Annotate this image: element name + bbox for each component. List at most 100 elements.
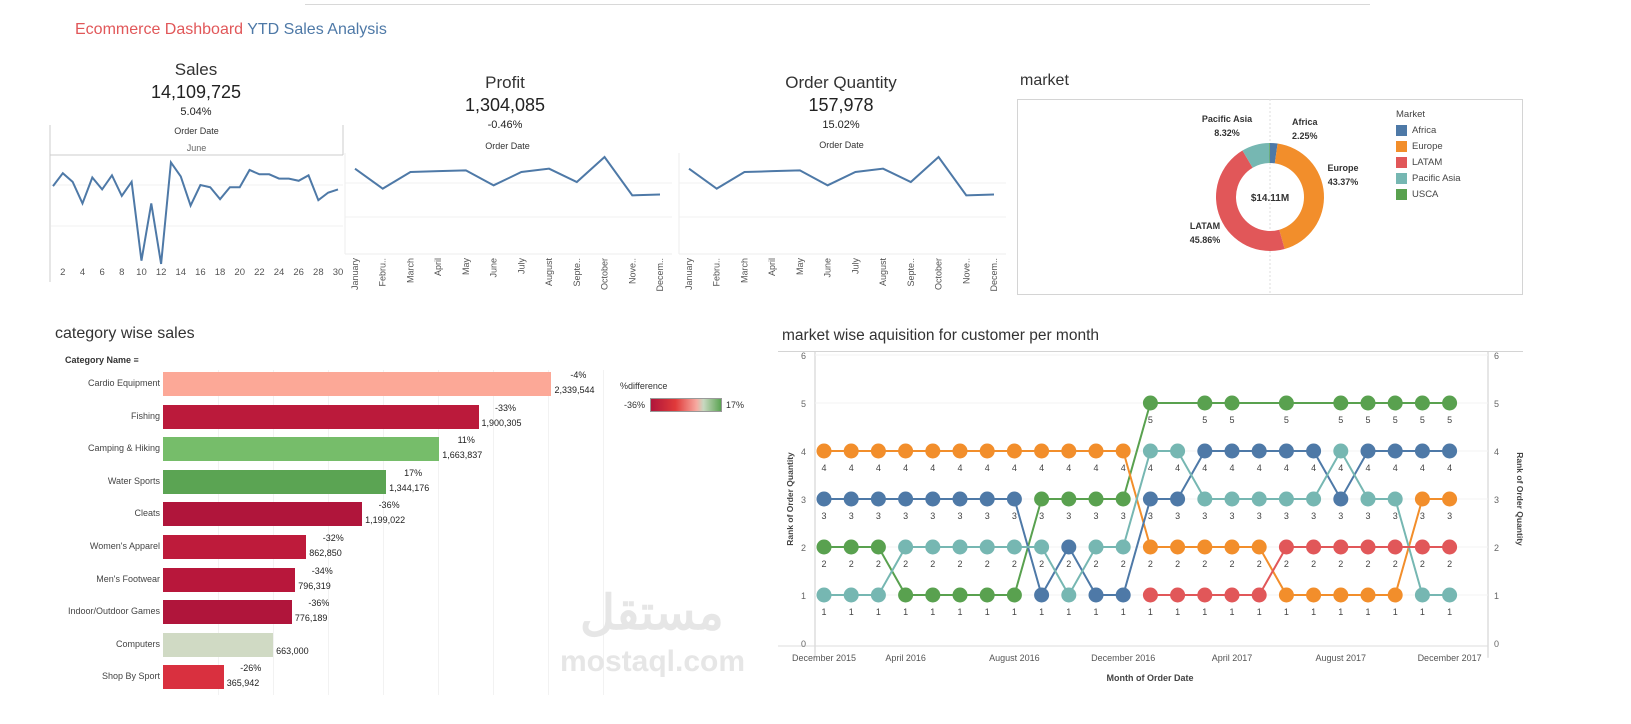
rank-label: 3 xyxy=(957,511,962,521)
category-diff-label: -32% xyxy=(322,533,344,543)
rank-label: 3 xyxy=(1202,511,1207,521)
rank-point xyxy=(898,491,914,507)
legend-item-usca[interactable]: USCA xyxy=(1396,186,1461,202)
diff-legend-min: -36% xyxy=(624,400,646,410)
category-bar[interactable] xyxy=(163,404,479,429)
y-tick-left: 4 xyxy=(801,447,806,457)
category-bar[interactable] xyxy=(163,535,307,559)
category-column-header[interactable]: Category Name ≡ xyxy=(65,355,139,365)
watermark-logo: مستقل xyxy=(580,587,724,640)
rank-label: 4 xyxy=(1093,463,1098,473)
rank-label: 3 xyxy=(1447,511,1452,521)
rank-point xyxy=(1006,539,1022,555)
sales-x-tick: 16 xyxy=(195,267,206,278)
legend-item-latam[interactable]: LATAM xyxy=(1396,154,1461,170)
rank-point xyxy=(816,587,832,603)
rank-point xyxy=(1387,443,1403,459)
category-bar[interactable] xyxy=(163,437,440,462)
rank-point xyxy=(1333,491,1349,507)
rank-point xyxy=(1061,587,1077,603)
donut-label-percent: 8.32% xyxy=(1214,128,1240,138)
rank-label: 2 xyxy=(1202,559,1207,569)
rank-label: 2 xyxy=(876,559,881,569)
legend-swatch xyxy=(1396,172,1407,184)
rank-label: 3 xyxy=(1393,511,1398,521)
rank-point xyxy=(1360,587,1376,603)
rank-label: 2 xyxy=(1121,559,1126,569)
rank-label: 1 xyxy=(1420,607,1425,617)
category-bar[interactable] xyxy=(163,600,292,625)
sales-axis-title: Order Date xyxy=(174,126,219,136)
gridline xyxy=(603,370,604,695)
rank-label: 4 xyxy=(903,463,908,473)
rank-point xyxy=(1224,539,1240,555)
rank-point xyxy=(952,491,968,507)
rank-label: 2 xyxy=(1175,559,1180,569)
rank-label: 3 xyxy=(930,511,935,521)
category-bar[interactable] xyxy=(163,665,224,690)
y-tick-right: 6 xyxy=(1494,352,1499,361)
rank-point xyxy=(1278,395,1294,411)
rank-label: 1 xyxy=(1202,607,1207,617)
category-bar[interactable] xyxy=(163,632,274,657)
profit-month-tick: May xyxy=(461,258,471,276)
y-tick-left: 0 xyxy=(801,639,806,649)
rank-point xyxy=(1142,443,1158,459)
category-bar[interactable] xyxy=(163,469,387,494)
rank-point xyxy=(1360,443,1376,459)
rank-point xyxy=(1251,491,1267,507)
rank-point xyxy=(1387,587,1403,603)
rank-label: 2 xyxy=(1284,559,1289,569)
legend-item-pacific-asia[interactable]: Pacific Asia xyxy=(1396,170,1461,186)
profit-value: 1,304,085 xyxy=(464,95,546,115)
rank-point xyxy=(1061,539,1077,555)
rank-point xyxy=(1414,587,1430,603)
rank-point xyxy=(1115,491,1131,507)
y-tick-right: 2 xyxy=(1494,543,1499,553)
category-bar[interactable] xyxy=(163,567,296,592)
sort-icon[interactable]: ≡ xyxy=(133,355,139,365)
rank-point xyxy=(1115,587,1131,603)
order-quantity-month-tick: January xyxy=(684,258,694,291)
category-label: Men's Footwear xyxy=(96,573,160,584)
rank-label: 2 xyxy=(1039,559,1044,569)
rank-label: 3 xyxy=(1175,511,1180,521)
category-bar[interactable] xyxy=(163,372,552,396)
bump-chart-title: market wise aquisition for customer per … xyxy=(782,327,1100,344)
rank-point xyxy=(979,539,995,555)
donut-center-total: $14.11M xyxy=(1251,193,1289,204)
rank-point xyxy=(1278,443,1294,459)
rank-label: 2 xyxy=(985,559,990,569)
rank-label: 4 xyxy=(957,463,962,473)
title-part-1: Ecommerce Dashboard xyxy=(75,21,244,38)
rank-point xyxy=(1170,443,1186,459)
legend-item-africa[interactable]: Africa xyxy=(1396,122,1461,138)
order-quantity-change: 15.02% xyxy=(822,119,860,131)
category-label: Cleats xyxy=(134,508,160,519)
category-value-label: 1,344,176 xyxy=(389,482,430,493)
rank-label: 3 xyxy=(821,511,826,521)
x-tick: August 2016 xyxy=(989,653,1040,663)
rank-point xyxy=(1360,395,1376,411)
rank-point xyxy=(870,587,886,603)
rank-label: 4 xyxy=(1257,463,1262,473)
market-legend: Market Africa Europe LATAM Pacific Asia USCA xyxy=(1396,109,1461,202)
rank-label: 4 xyxy=(849,463,854,473)
rank-label: 2 xyxy=(1229,559,1234,569)
sales-change: 5.04% xyxy=(180,106,212,118)
rank-point xyxy=(952,443,968,459)
rank-label: 2 xyxy=(1066,559,1071,569)
rank-point xyxy=(1061,491,1077,507)
donut-label-percent: 43.37% xyxy=(1328,177,1359,187)
rank-point xyxy=(1197,395,1213,411)
rank-point xyxy=(1387,491,1403,507)
rank-point xyxy=(1115,539,1131,555)
category-label: Computers xyxy=(115,638,160,649)
category-bar[interactable] xyxy=(163,502,363,527)
rank-label: 1 xyxy=(930,607,935,617)
rank-point xyxy=(1306,491,1322,507)
y-tick-right: 4 xyxy=(1494,447,1499,457)
legend-item-europe[interactable]: Europe xyxy=(1396,138,1461,154)
gridline xyxy=(328,370,329,695)
order-quantity-month-tick: Febru.. xyxy=(712,258,722,287)
